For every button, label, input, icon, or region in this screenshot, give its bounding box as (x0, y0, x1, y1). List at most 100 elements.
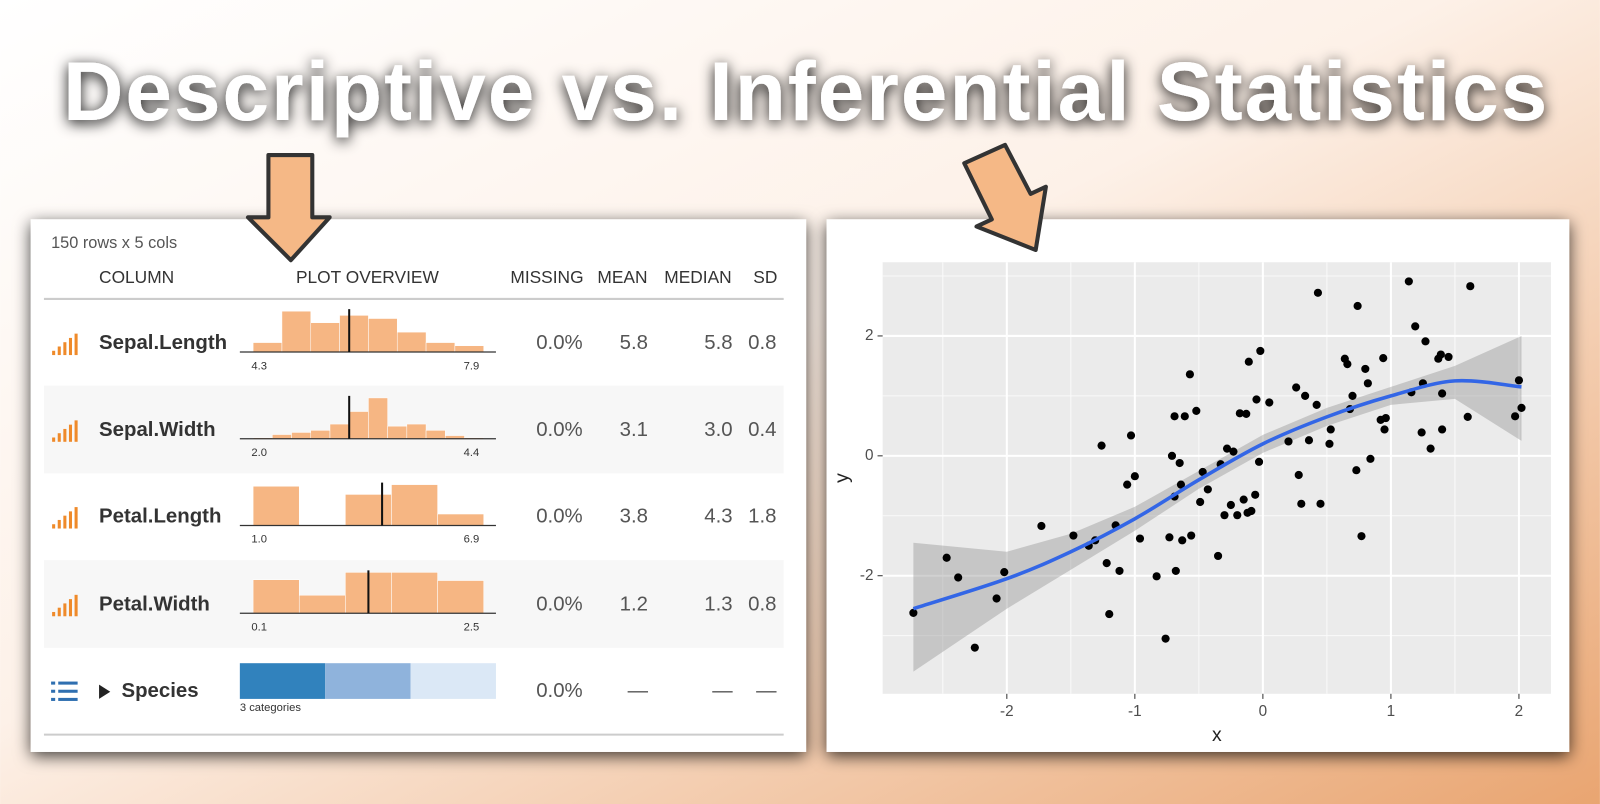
data-point (1313, 288, 1323, 297)
data-point (1316, 499, 1325, 508)
column-name: Petal.Length (99, 506, 221, 528)
histogram-bar (391, 484, 438, 526)
data-point (1135, 534, 1145, 543)
histogram-bar (387, 425, 408, 439)
data-point (1242, 409, 1251, 418)
list-icon-line (58, 689, 78, 693)
data-point (1115, 566, 1124, 576)
stat-missing: 0.0% (536, 419, 582, 441)
data-point (1301, 391, 1310, 400)
data-point (1284, 437, 1293, 446)
data-point (970, 643, 979, 652)
data-point (1343, 360, 1352, 369)
data-point (1069, 531, 1078, 540)
list-icon-dot (51, 681, 56, 685)
data-point (1292, 383, 1301, 392)
data-point (1304, 436, 1314, 445)
histogram-bar (437, 580, 484, 614)
stat-median: 4.3 (704, 506, 732, 528)
data-point (1161, 634, 1170, 643)
stat-sd: 1.8 (748, 506, 776, 528)
x-tick-label: 2 (1515, 703, 1524, 720)
data-point (1233, 511, 1242, 520)
data-point (1379, 354, 1388, 363)
type-icon-bar (57, 433, 61, 442)
histogram-bar (298, 594, 346, 614)
data-point (1167, 451, 1177, 460)
data-point (1175, 458, 1184, 468)
data-point (1105, 610, 1114, 619)
data-point (1198, 467, 1207, 477)
type-icon-bar (52, 611, 56, 617)
histogram-bar (425, 430, 446, 439)
data-point (1130, 472, 1139, 481)
type-icon-bar (74, 420, 78, 442)
histogram-bar (406, 423, 427, 439)
histogram-bar (252, 486, 300, 526)
data-point (1165, 533, 1174, 542)
histogram-bar (252, 342, 283, 353)
data-point (954, 573, 963, 582)
column-header: COLUMN (99, 267, 174, 287)
data-point (1152, 572, 1161, 581)
data-point (1411, 322, 1420, 331)
confidence-band (913, 335, 1522, 672)
list-icon-line (58, 697, 78, 701)
x-tick-label: 1 (1387, 703, 1396, 720)
stat-missing: 0.0% (536, 593, 582, 615)
histogram-bar (454, 345, 484, 353)
stat-mean: 3.1 (620, 419, 648, 441)
histogram-bar (339, 315, 369, 353)
type-icon-bar (63, 428, 67, 442)
data-point (1123, 480, 1132, 489)
data-point (1438, 389, 1447, 398)
data-point (1196, 497, 1205, 507)
data-point (1203, 485, 1212, 494)
histogram-bar (368, 397, 388, 439)
data-point (1366, 454, 1375, 463)
histogram-bar (272, 434, 292, 439)
histogram-bar (391, 572, 438, 614)
stat-sd: — (756, 680, 777, 702)
stat-missing: 0.0% (536, 680, 582, 702)
stat-median: 5.8 (704, 332, 732, 354)
histogram-bar (281, 310, 312, 353)
table-summary: 150 rows x 5 cols (51, 234, 177, 252)
data-point (1097, 441, 1106, 450)
data-point (1170, 412, 1179, 421)
data-point (1226, 500, 1235, 510)
column-header: PLOT OVERVIEW (296, 267, 439, 287)
histogram-bar (368, 318, 398, 353)
type-icon-bar (68, 337, 73, 356)
stat-median: 1.3 (704, 593, 732, 615)
data-point (1126, 431, 1136, 440)
data-point (1436, 350, 1445, 359)
range-label: 7.9 (464, 360, 480, 372)
data-point (1187, 531, 1196, 540)
y-tick-label: 2 (865, 327, 874, 344)
data-point (1353, 301, 1362, 311)
x-tick-label: 0 (1259, 703, 1268, 720)
data-point (1192, 406, 1201, 415)
data-point (1325, 439, 1334, 448)
stat-median: 3.0 (704, 419, 732, 441)
column-name: Species (121, 680, 198, 702)
data-point (1180, 412, 1189, 421)
category-count: 3 categories (240, 702, 302, 714)
expand-toggle (99, 684, 111, 699)
category-bar (325, 663, 411, 699)
data-point (1511, 412, 1520, 421)
type-icon-bar (52, 437, 56, 442)
type-icon-bar (74, 333, 78, 356)
range-label: 6.9 (464, 534, 480, 546)
histogram-bar (329, 423, 350, 439)
page-title: Descriptive vs. Inferential Statistics (63, 44, 1549, 138)
data-point (1404, 277, 1413, 286)
stat-missing: 0.0% (536, 506, 582, 528)
data-point (1417, 428, 1426, 437)
data-point (1178, 536, 1187, 545)
type-icon-bar (63, 603, 67, 617)
column-header: MEDIAN (664, 267, 731, 287)
